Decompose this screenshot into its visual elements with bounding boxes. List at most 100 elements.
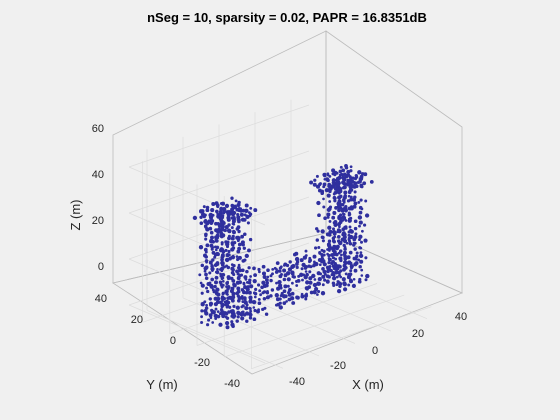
data-point <box>258 289 262 293</box>
data-point <box>343 190 348 195</box>
floor-plane <box>112 232 464 375</box>
data-point <box>285 300 288 303</box>
data-point <box>220 296 225 301</box>
data-point <box>210 277 215 282</box>
data-point <box>328 219 332 223</box>
data-point <box>227 253 231 257</box>
data-point <box>321 283 325 287</box>
data-point <box>239 212 244 217</box>
data-point <box>205 243 210 248</box>
data-point <box>295 284 299 287</box>
data-point <box>323 278 327 282</box>
data-point <box>234 199 238 203</box>
data-point <box>230 196 234 200</box>
data-point <box>204 272 208 277</box>
data-point <box>327 239 332 243</box>
data-point <box>335 183 340 188</box>
data-point <box>317 246 321 249</box>
data-point <box>229 211 233 216</box>
data-point <box>224 315 228 319</box>
data-point <box>218 280 223 285</box>
data-point <box>242 296 247 300</box>
data-point <box>237 206 241 210</box>
data-point <box>245 319 249 323</box>
data-point <box>345 241 349 245</box>
data-point <box>231 267 235 272</box>
data-point <box>264 278 269 282</box>
data-point <box>282 277 287 282</box>
grid-line <box>196 283 378 346</box>
data-point <box>216 296 221 301</box>
data-point <box>219 247 224 251</box>
data-point <box>220 269 224 273</box>
data-point <box>305 280 310 285</box>
data-point <box>253 208 258 213</box>
data-point <box>207 318 211 322</box>
data-point <box>347 283 351 287</box>
data-point <box>221 292 225 296</box>
y-tick-label: 20 <box>131 314 143 326</box>
data-point <box>236 286 241 291</box>
data-point <box>322 185 326 189</box>
data-point <box>220 253 225 258</box>
data-point <box>240 310 245 316</box>
data-point <box>244 291 249 295</box>
data-point <box>364 256 368 260</box>
data-point <box>350 266 353 270</box>
data-point <box>210 264 214 268</box>
chart-title: nSeg = 10, sparsity = 0.02, PAPR = 16.83… <box>147 10 427 25</box>
data-point <box>320 191 325 195</box>
data-point <box>240 294 244 298</box>
data-point <box>348 272 353 276</box>
data-point <box>203 300 207 304</box>
data-point <box>337 264 342 269</box>
data-point <box>322 262 327 267</box>
data-point <box>314 286 319 292</box>
data-point <box>210 310 216 315</box>
data-point <box>343 254 347 259</box>
data-point <box>358 277 362 281</box>
data-point <box>282 264 286 267</box>
data-point <box>365 273 370 279</box>
data-point <box>336 234 341 239</box>
data-point <box>240 268 245 273</box>
data-point <box>334 196 337 200</box>
data-point <box>343 265 348 270</box>
data-point <box>321 274 326 279</box>
data-point <box>359 240 364 244</box>
data-point <box>344 272 348 276</box>
data-point <box>283 284 288 289</box>
data-point <box>266 290 269 293</box>
data-point <box>205 303 208 307</box>
data-point <box>245 214 250 219</box>
y-axis: 40 20 0 -20 -40 Y (m) <box>95 293 240 392</box>
data-point <box>334 270 339 275</box>
data-point <box>204 306 209 310</box>
data-point <box>249 284 254 289</box>
data-point <box>316 271 321 276</box>
data-point <box>336 176 340 181</box>
data-point <box>226 211 231 216</box>
data-point <box>326 212 331 217</box>
data-point <box>206 289 210 294</box>
data-point <box>357 279 362 284</box>
data-point <box>321 267 325 271</box>
data-point <box>235 291 240 296</box>
data-point <box>257 267 261 272</box>
data-point <box>238 280 242 285</box>
data-point <box>214 239 218 243</box>
data-point <box>271 272 274 276</box>
data-point <box>215 270 220 275</box>
data-point <box>248 278 252 282</box>
data-point <box>237 230 241 234</box>
data-point <box>208 297 212 301</box>
data-point <box>271 268 275 271</box>
data-point <box>203 224 208 228</box>
data-point <box>332 244 336 249</box>
z-tick-label: 60 <box>92 123 104 135</box>
data-point <box>216 230 220 235</box>
grid-line <box>128 104 310 168</box>
data-point <box>248 312 253 317</box>
data-point <box>240 234 244 239</box>
